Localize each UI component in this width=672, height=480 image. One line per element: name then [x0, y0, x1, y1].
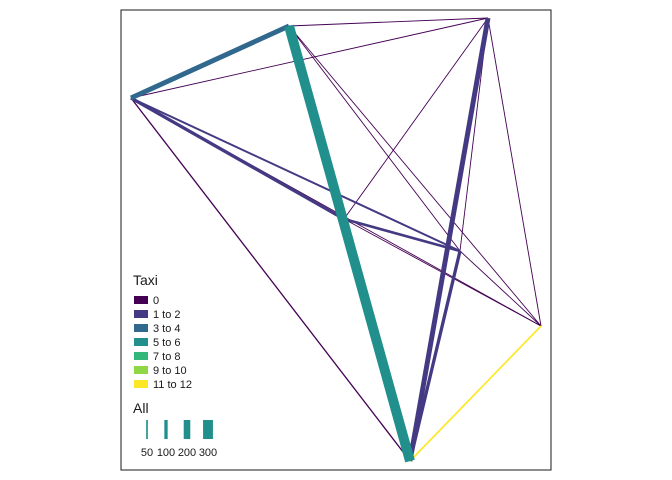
legend-all-title: All	[133, 400, 149, 416]
flow-B-F	[288, 25, 542, 327]
flow-E-F	[459, 250, 542, 327]
legend-taxi-label: 11 to 12	[153, 379, 192, 391]
flow-A-E	[130, 97, 461, 252]
legend-all-label: 200	[178, 447, 196, 459]
legend-taxi-label: 3 to 4	[153, 323, 181, 335]
map-panel-border	[120, 9, 552, 471]
legend-taxi-label: 5 to 6	[153, 337, 181, 349]
flow-D-E	[343, 217, 461, 253]
flow-lines	[129, 17, 542, 463]
flow-B-E	[288, 25, 461, 252]
legend-taxi-label: 1 to 2	[153, 309, 181, 321]
legend-taxi-swatch	[134, 296, 148, 304]
legend-taxi-swatch	[134, 352, 148, 360]
legend-all-bar	[203, 420, 213, 439]
legend-taxi-label: 0	[153, 295, 159, 307]
legend-all-bar	[164, 420, 168, 439]
legend-all-label: 100	[157, 447, 175, 459]
legend-taxi-swatch	[134, 380, 148, 388]
legend-taxi-swatch	[134, 324, 148, 332]
legend-taxi-swatch	[134, 366, 148, 374]
legend-taxi-title: Taxi	[133, 272, 158, 288]
flow-A-D	[130, 96, 345, 221]
legend-taxi-label: 9 to 10	[153, 365, 187, 377]
legend-taxi: Taxi 0 1 to 2 3 to 4 5 to 6 7 to 8 9 to 10 11 …	[133, 272, 192, 391]
legend-all: All 50 100 200 300	[133, 400, 217, 459]
flow-F-G	[409, 325, 542, 462]
legend-all-bar	[146, 420, 148, 439]
legend-taxi-label: 7 to 8	[153, 351, 181, 363]
legend-taxi-swatch	[134, 310, 148, 318]
flow-C-F	[487, 17, 542, 327]
flow-A-C	[130, 17, 489, 99]
legend-all-label: 300	[199, 447, 217, 459]
legend-taxi-swatch	[134, 338, 148, 346]
flow-C-D	[343, 17, 489, 220]
flow-A-B	[129, 23, 291, 101]
legend-all-bar	[183, 420, 191, 439]
flow-B-G	[284, 24, 415, 463]
legend-all-label: 50	[141, 447, 153, 459]
flow-C-G	[407, 17, 491, 462]
flow-B-C	[288, 17, 489, 27]
flow-A-G	[130, 97, 411, 462]
